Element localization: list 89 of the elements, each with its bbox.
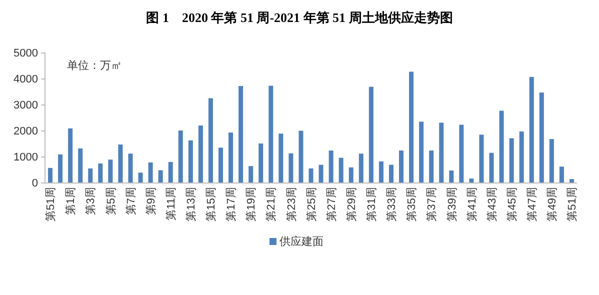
- bar: [489, 152, 494, 183]
- bar: [358, 154, 364, 183]
- bar: [539, 92, 544, 183]
- bar: [469, 178, 474, 183]
- bar: [368, 86, 374, 183]
- x-tick-label: 第35周: [406, 187, 418, 222]
- bar: [268, 86, 274, 183]
- x-tick-label: 第25周: [306, 187, 318, 222]
- bar: [509, 138, 514, 183]
- x-tick-label: 第41周: [466, 187, 478, 222]
- bar: [549, 139, 554, 183]
- bar: [459, 124, 464, 183]
- bar: [429, 150, 434, 183]
- bar: [378, 161, 384, 183]
- bar: [248, 166, 254, 183]
- x-tick-label: 第9周: [145, 187, 158, 216]
- x-tick-label: 第51周: [566, 187, 579, 222]
- bar: [419, 122, 424, 183]
- x-tick-label: 第21周: [266, 187, 278, 222]
- bar: [168, 162, 173, 183]
- bar: [439, 122, 444, 183]
- bar: [559, 166, 564, 183]
- bar: [118, 144, 123, 183]
- bar: [499, 110, 504, 183]
- x-tick-label: 第17周: [226, 187, 238, 222]
- y-tick-label: 2000: [14, 126, 38, 138]
- bar: [328, 150, 334, 183]
- x-tick-label: 第51周: [45, 187, 58, 222]
- bar: [409, 72, 414, 183]
- annotation: 单位：万㎡: [67, 59, 122, 72]
- bar: [278, 134, 284, 183]
- x-tick-label: 第5周: [105, 187, 118, 216]
- bar: [98, 164, 103, 183]
- x-tick-label: 第19周: [246, 187, 258, 222]
- bar: [338, 158, 344, 183]
- bar: [198, 126, 203, 183]
- bar: [78, 148, 83, 183]
- bar: [88, 168, 93, 183]
- bar: [288, 153, 294, 183]
- bar: [128, 154, 133, 183]
- bar: [399, 150, 404, 183]
- bar: [388, 164, 394, 183]
- y-tick-label: 3000: [14, 100, 38, 112]
- bar: [258, 143, 264, 183]
- bar: [529, 76, 534, 183]
- bar: [479, 134, 484, 183]
- chart-title: 图 1 2020 年第 51 周-2021 年第 51 周土地供应走势图: [146, 10, 453, 25]
- bar: [138, 172, 143, 183]
- x-tick-label: 第29周: [346, 187, 358, 222]
- bar: [178, 130, 183, 183]
- bar: [208, 98, 213, 183]
- bar: [188, 140, 193, 183]
- y-tick-label: 1000: [14, 152, 38, 164]
- y-tick-label: 5000: [14, 48, 38, 60]
- bar: [228, 132, 234, 183]
- bar: [519, 132, 524, 183]
- bar: [158, 170, 163, 183]
- x-tick-label: 第13周: [186, 187, 198, 222]
- bar: [48, 168, 53, 183]
- x-tick-label: 第33周: [386, 187, 398, 222]
- bar: [58, 154, 63, 183]
- bar: [569, 179, 574, 183]
- bar: [218, 148, 223, 183]
- x-tick-label: 第47周: [526, 187, 538, 222]
- bar: [108, 160, 113, 183]
- x-tick-label: 第1周: [65, 187, 78, 216]
- y-tick-label: 0: [32, 178, 38, 190]
- x-tick-label: 第27周: [326, 187, 338, 222]
- x-tick-label: 第7周: [125, 187, 138, 216]
- y-tick-label: 4000: [14, 74, 38, 86]
- x-tick-label: 第23周: [286, 187, 298, 222]
- x-tick-label: 第3周: [85, 187, 98, 216]
- bar: [238, 86, 244, 183]
- x-tick-label: 第37周: [426, 187, 438, 222]
- x-tick-label: 第11周: [165, 187, 178, 220]
- bar: [449, 170, 454, 183]
- x-tick-label: 第43周: [486, 187, 498, 222]
- x-tick-label: 第45周: [506, 187, 518, 222]
- x-tick-label: 第31周: [366, 187, 378, 222]
- bar: [148, 162, 153, 183]
- bar: [308, 168, 314, 183]
- bar: [318, 164, 324, 183]
- x-tick-label: 第39周: [446, 187, 458, 222]
- bar: [68, 128, 73, 183]
- bar: [298, 130, 304, 183]
- x-tick-label: 第15周: [206, 187, 218, 222]
- bar: [348, 167, 354, 183]
- legend-label: 供应建面: [280, 235, 324, 248]
- x-tick-label: 第49周: [546, 187, 559, 222]
